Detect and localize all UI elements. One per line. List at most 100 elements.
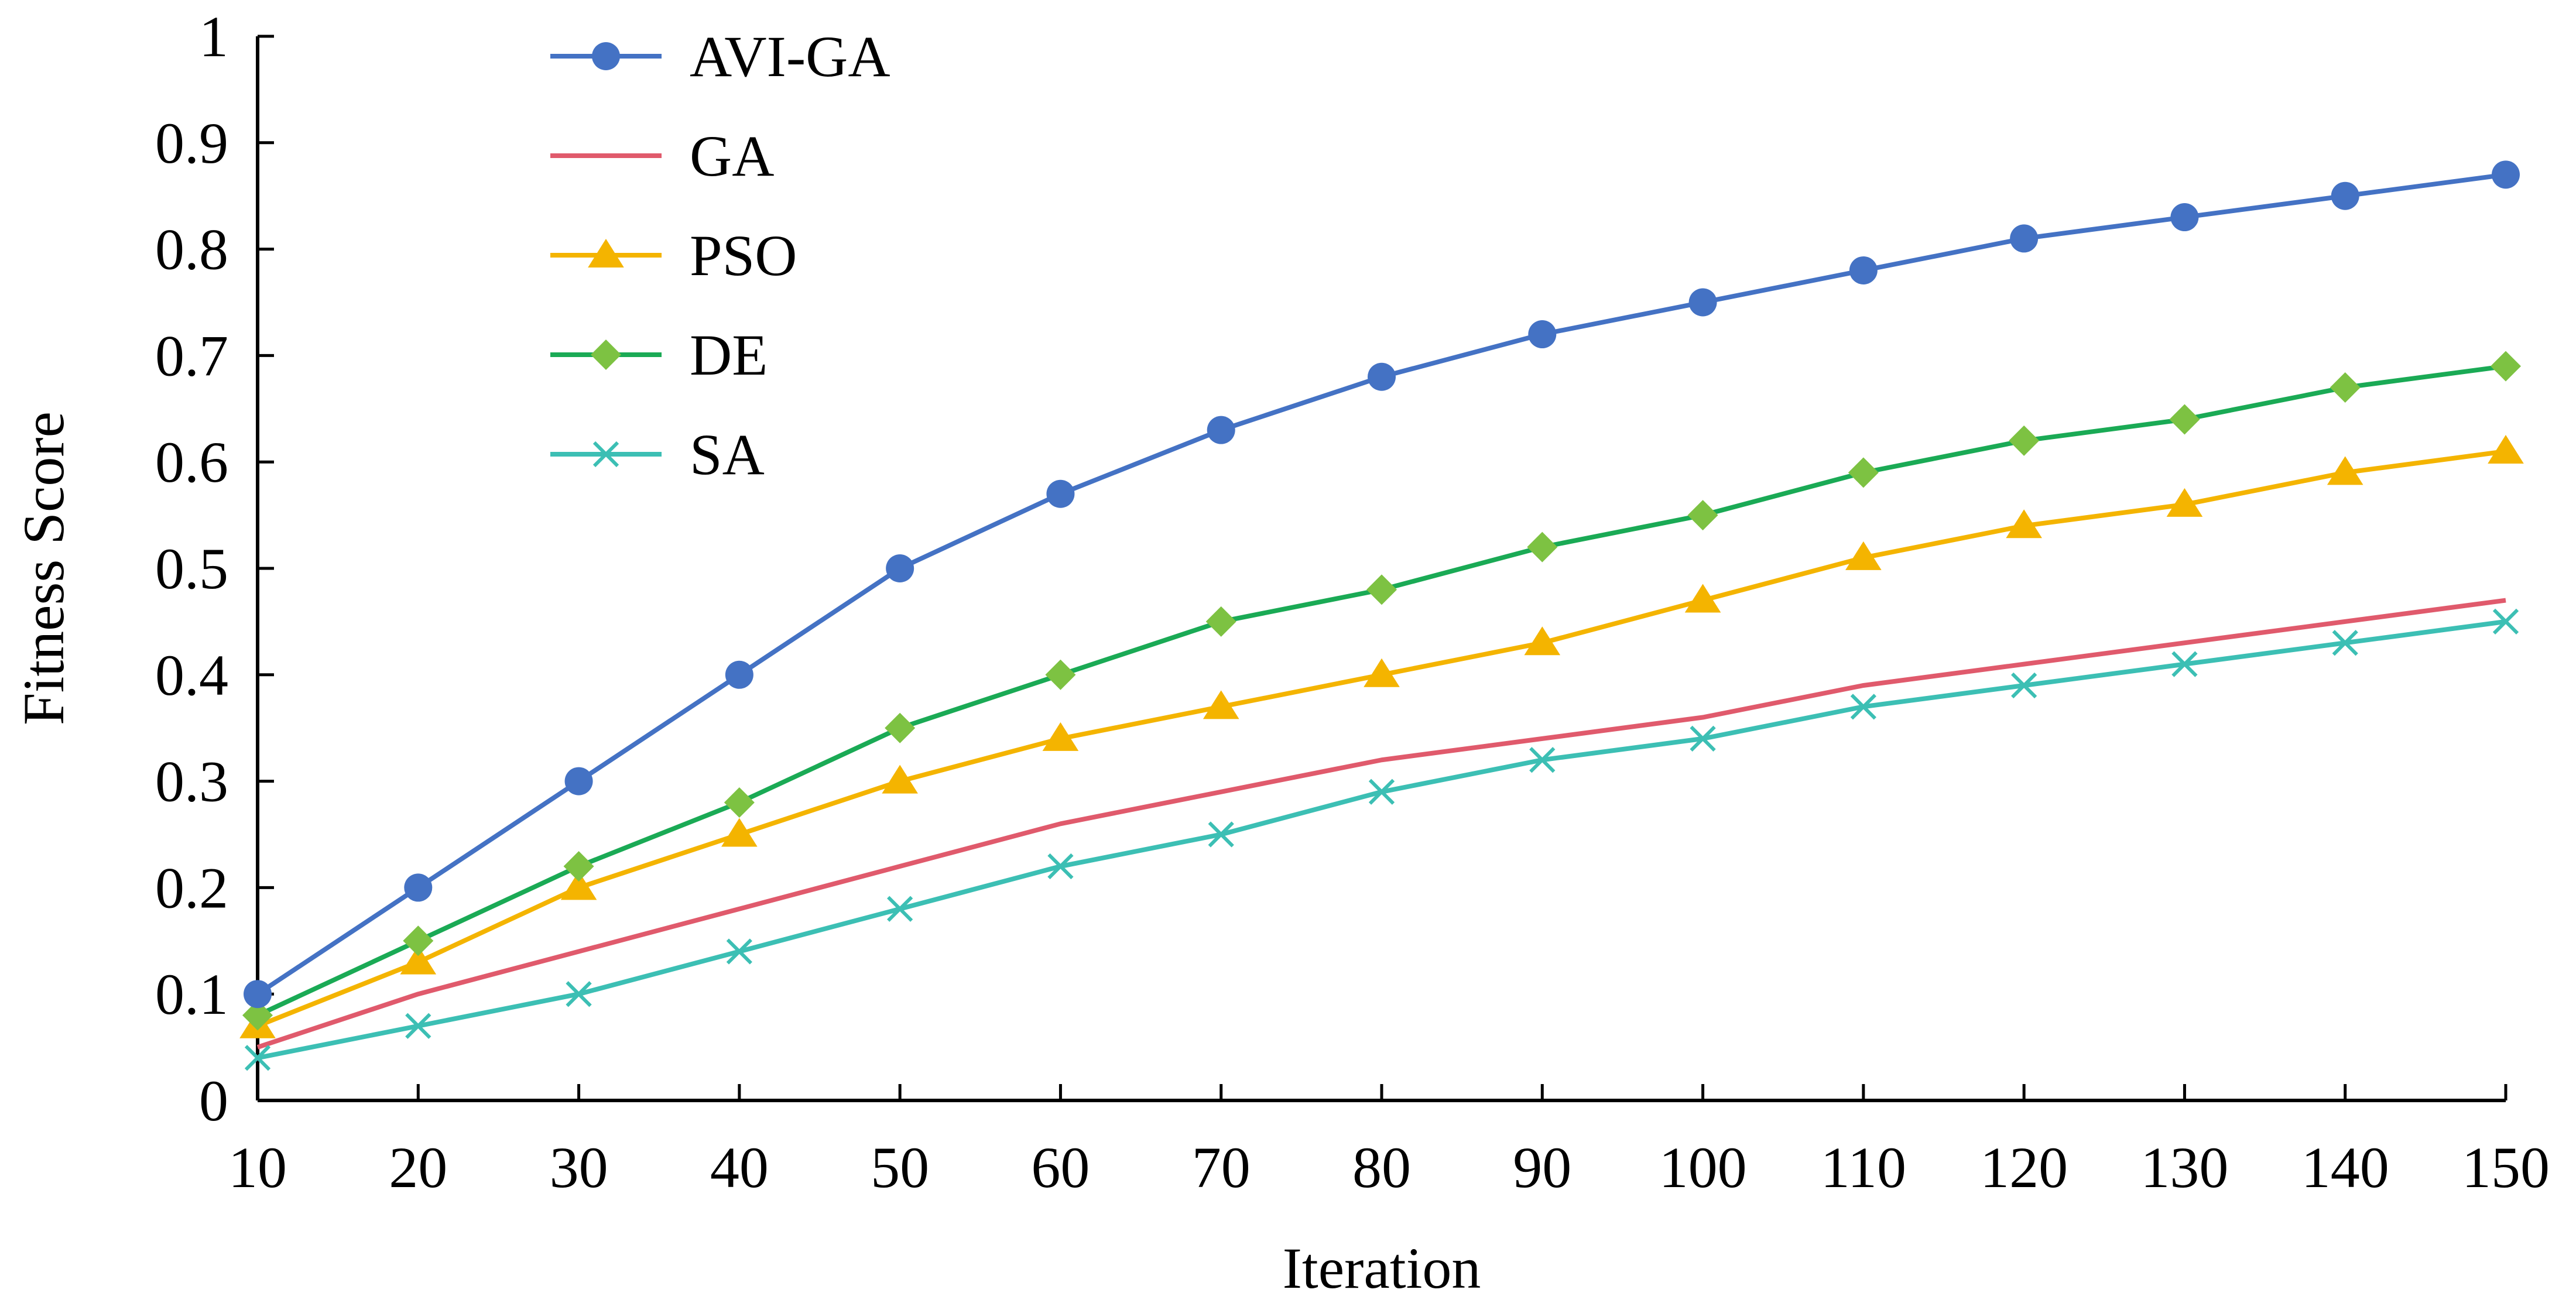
y-tick-label: 0.5 (155, 536, 228, 601)
legend: AVI-GA GA PSO DE SA (550, 24, 890, 487)
data-point-pso (560, 871, 597, 900)
legend-label-pso: PSO (690, 223, 797, 288)
data-point-pso (882, 764, 918, 794)
data-point-avi-ga (1688, 288, 1717, 317)
x-tick-label: 30 (550, 1135, 608, 1200)
data-point-avi-ga (1368, 362, 1396, 391)
x-marker-stroke (2332, 630, 2358, 656)
data-point-de (1366, 574, 1397, 605)
legend-marker-de (591, 339, 621, 370)
data-point-pso (2166, 488, 2203, 517)
x-tick-label: 120 (1980, 1135, 2068, 1200)
data-point-sa (405, 1013, 431, 1039)
data-point-pso (1845, 541, 1882, 570)
data-point-sa (2171, 651, 2198, 677)
data-point-de (2491, 351, 2521, 382)
x-marker-stroke (592, 441, 619, 468)
data-point-avi-ga (1207, 416, 1235, 444)
y-tick-label: 0.1 (155, 962, 228, 1027)
data-point-sa (566, 981, 592, 1007)
series-sa (244, 608, 2519, 1071)
data-point-avi-ga (2331, 181, 2359, 210)
data-point-pso (2488, 435, 2524, 464)
x-marker-stroke (1850, 694, 1876, 720)
data-point-de (1848, 457, 1879, 488)
legend-marker-sa (592, 441, 619, 468)
x-tick-label: 130 (2140, 1135, 2228, 1200)
data-point-de (1527, 531, 1558, 563)
series-layer (239, 160, 2524, 1071)
legend-marker-pso (588, 239, 624, 268)
data-point-de (1045, 659, 1076, 690)
series-pso (239, 435, 2524, 1038)
data-point-pso (400, 945, 437, 975)
legend-marker-avi-ga (592, 42, 620, 70)
legend-item-pso: PSO (550, 223, 797, 288)
x-tick-label: 70 (1192, 1135, 1251, 1200)
data-point-sa (1208, 821, 1234, 848)
data-point-pso (1203, 690, 1239, 719)
data-point-de (885, 712, 916, 743)
data-point-sa (2332, 630, 2358, 656)
legend-item-de: DE (550, 323, 768, 387)
legend-label-avi-ga: AVI-GA (690, 24, 890, 89)
data-point-pso (2006, 509, 2042, 539)
y-tick-label: 0.7 (155, 323, 228, 388)
x-axis-title: Iteration (1283, 1236, 1481, 1301)
x-marker-stroke (1690, 725, 1716, 752)
data-point-avi-ga (2170, 203, 2199, 232)
data-point-avi-ga (564, 767, 593, 795)
data-point-avi-ga (404, 873, 433, 902)
x-tick-label: 20 (389, 1135, 447, 1200)
x-tick-label: 140 (2301, 1135, 2389, 1200)
series-de (242, 351, 2521, 1031)
y-tick-label: 0.3 (155, 749, 228, 814)
x-marker-stroke (1368, 779, 1395, 805)
x-marker-stroke (2011, 672, 2037, 699)
data-point-de (1687, 500, 1718, 531)
data-point-avi-ga (1046, 479, 1075, 508)
data-point-de (563, 851, 594, 882)
y-tick-label: 0.4 (155, 643, 228, 708)
legend-label-ga: GA (690, 124, 774, 188)
data-point-sa (1529, 747, 1556, 773)
data-point-de (2330, 372, 2361, 403)
series-line-ga (256, 598, 2506, 1050)
x-marker-stroke (1529, 747, 1556, 773)
data-point-avi-ga (1849, 256, 1878, 284)
x-tick-label: 10 (228, 1135, 287, 1200)
data-point-sa (726, 938, 752, 965)
data-point-sa (1047, 853, 1074, 880)
data-point-pso (721, 818, 758, 847)
x-marker-stroke (726, 938, 752, 965)
data-point-de (724, 787, 755, 818)
y-tick-label: 0 (199, 1068, 228, 1133)
x-marker-stroke (1047, 853, 1074, 880)
data-point-sa (887, 896, 913, 922)
data-point-pso (1042, 722, 1079, 751)
x-tick-label: 80 (1352, 1135, 1411, 1200)
y-tick-label: 0.2 (155, 855, 228, 920)
data-point-avi-ga (2492, 160, 2520, 189)
x-marker-stroke (2492, 608, 2519, 635)
data-point-pso (1684, 584, 1721, 613)
x-marker-stroke (244, 1045, 271, 1071)
y-tick-label: 0.8 (155, 217, 228, 282)
x-marker-stroke (566, 981, 592, 1007)
data-point-de (2169, 404, 2200, 435)
series-ga (256, 598, 2506, 1050)
data-point-sa (2492, 608, 2519, 635)
legend-item-sa: SA (550, 422, 765, 487)
y-tick-label: 0.6 (155, 430, 228, 495)
data-point-avi-ga (2010, 224, 2039, 253)
y-tick-label: 1 (199, 4, 228, 69)
data-point-de (403, 925, 434, 956)
x-tick-label: 50 (871, 1135, 929, 1200)
y-axis-title: Fitness Score (11, 411, 76, 725)
legend-label-sa: SA (690, 422, 765, 487)
x-tick-label: 40 (710, 1135, 769, 1200)
data-point-avi-ga (244, 980, 272, 1009)
